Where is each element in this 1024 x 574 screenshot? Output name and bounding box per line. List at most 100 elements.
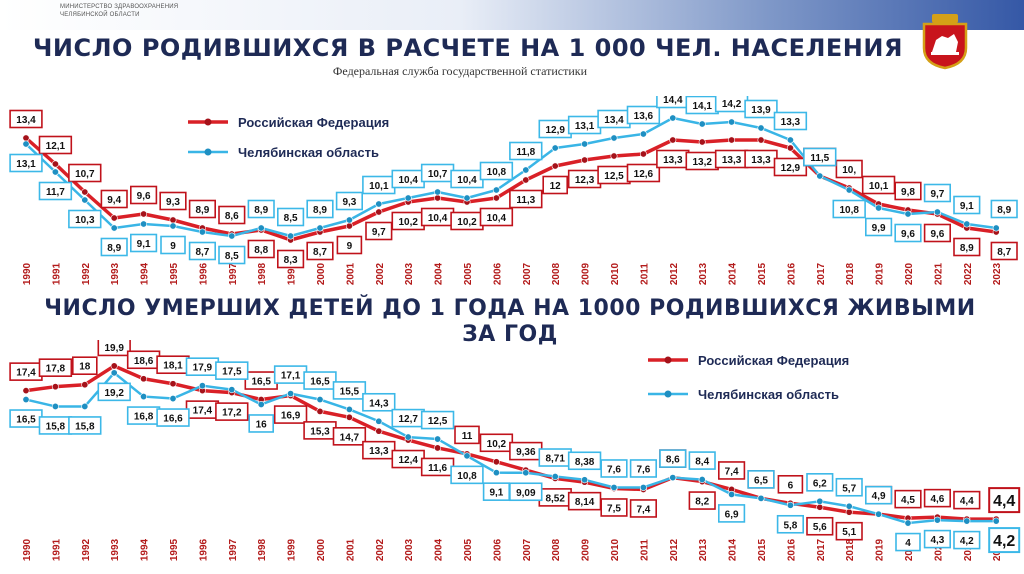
x-tick-label: 1990 xyxy=(22,262,33,285)
data-point-region xyxy=(22,140,30,148)
data-label-region: 9,3 xyxy=(342,197,356,208)
data-point-region xyxy=(198,382,206,390)
data-point-rf xyxy=(845,508,853,516)
data-label-region: 13,9 xyxy=(751,105,771,116)
data-label-region: 16,5 xyxy=(310,377,330,388)
data-label-region: 12,5 xyxy=(428,416,448,427)
data-label-region: 4,2 xyxy=(993,533,1015,550)
data-label-rf: 8,7 xyxy=(997,247,1011,258)
data-point-region xyxy=(169,222,177,230)
data-label-region: 10,8 xyxy=(487,167,507,178)
legend-marker-rf xyxy=(664,356,672,364)
data-label-region: 8,5 xyxy=(225,251,239,262)
data-label-region-box xyxy=(953,195,981,215)
data-label-rf: 11 xyxy=(462,431,473,442)
data-point-region xyxy=(992,224,1000,232)
data-label-region-box xyxy=(218,245,246,265)
data-label-rf: 7,4 xyxy=(636,504,650,515)
data-point-region xyxy=(522,166,530,174)
data-label-region-box xyxy=(864,217,893,237)
data-point-region xyxy=(140,393,148,401)
data-label-rf: 9 xyxy=(347,241,353,252)
x-tick-label: 1996 xyxy=(198,262,209,285)
data-point-rf xyxy=(140,375,148,383)
data-label-rf: 13,3 xyxy=(722,155,742,166)
x-tick-label: 1993 xyxy=(110,262,121,285)
data-label-region-box xyxy=(306,199,334,219)
data-label-rf-box xyxy=(68,163,102,183)
data-point-rf xyxy=(169,216,177,224)
x-tick-label: 2002 xyxy=(375,262,386,285)
data-label-region-box xyxy=(990,199,1018,219)
x-tick-label: 2010 xyxy=(610,262,621,285)
data-point-region xyxy=(287,390,295,398)
data-label-region: 8,4 xyxy=(695,457,709,468)
data-label-rf: 12,6 xyxy=(634,169,654,180)
data-label-region: 9,9 xyxy=(872,223,886,234)
data-label-rf: 13,3 xyxy=(369,446,389,457)
data-label-region-box xyxy=(303,371,337,390)
legend-label-region: Челябинская область xyxy=(698,387,839,402)
data-label-rf: 12 xyxy=(550,181,562,192)
data-label-rf: 17,8 xyxy=(46,364,66,375)
data-label-rf: 9,6 xyxy=(137,191,151,202)
x-tick-label: 2022 xyxy=(963,262,974,285)
x-tick-label: 1992 xyxy=(81,538,92,561)
data-label-rf-box xyxy=(276,249,305,269)
data-label-rf-box xyxy=(97,340,131,357)
data-point-region xyxy=(22,396,30,404)
data-point-region xyxy=(698,476,706,484)
data-label-region-box xyxy=(688,451,716,470)
data-label-region: 15,5 xyxy=(340,386,360,397)
x-tick-label: 2014 xyxy=(728,538,739,561)
data-point-rf xyxy=(169,380,177,388)
data-point-rf xyxy=(492,458,500,466)
data-point-region xyxy=(434,435,442,443)
data-label-region-box xyxy=(509,141,543,161)
data-label-region-box xyxy=(156,408,190,427)
data-label-rf: 8,3 xyxy=(284,255,298,266)
data-point-rf xyxy=(22,134,30,142)
x-tick-label: 2022 xyxy=(963,538,974,561)
x-tick-label: 2021 xyxy=(933,538,944,561)
x-tick-label: 2002 xyxy=(375,538,386,561)
data-point-region xyxy=(345,216,353,224)
data-label-rf-box xyxy=(629,499,657,518)
x-tick-label: 2017 xyxy=(816,538,827,561)
data-label-region: 6,9 xyxy=(725,509,739,520)
data-label-region-box xyxy=(923,183,951,203)
x-tick-label: 1990 xyxy=(22,538,33,561)
data-label-region: 8,9 xyxy=(254,205,268,216)
data-label-rf-box xyxy=(923,223,951,243)
x-tick-label: 2018 xyxy=(845,262,856,285)
data-label-region-box xyxy=(335,191,364,211)
data-label-rf-box xyxy=(835,159,863,179)
data-label-region: 8,9 xyxy=(107,243,121,254)
x-tick-label: 1998 xyxy=(257,538,268,561)
data-label-rf: 18 xyxy=(79,362,91,373)
data-point-region xyxy=(198,228,206,236)
data-label-region: 11,5 xyxy=(810,153,829,164)
data-label-region: 16,8 xyxy=(134,412,154,423)
legend-marker-rf xyxy=(204,118,212,126)
data-label-rf-box xyxy=(72,356,98,376)
chart2-title: ЧИСЛО УМЕРШИХ ДЕТЕЙ ДО 1 ГОДА НА 1000 РО… xyxy=(44,296,976,347)
data-label-rf-box xyxy=(542,175,569,195)
x-tick-label: 1995 xyxy=(169,538,180,561)
data-label-region-box xyxy=(68,416,102,435)
data-label-rf-box xyxy=(215,402,249,421)
data-label-region: 11,8 xyxy=(516,147,535,158)
data-label-rf-box xyxy=(835,521,863,541)
ministry-caption: МИНИСТЕРСТВО ЗДРАВООХРАНЕНИЯ ЧЕЛЯБИНСКОЙ… xyxy=(60,3,260,19)
x-tick-label: 2007 xyxy=(522,538,533,561)
data-label-rf: 10,7 xyxy=(75,169,95,180)
data-point-region xyxy=(140,220,148,228)
data-point-region xyxy=(698,120,706,128)
data-label-region-box xyxy=(988,527,1021,554)
data-label-region: 4 xyxy=(905,538,911,549)
data-label-region: 12,7 xyxy=(398,414,418,425)
data-label-rf: 16,9 xyxy=(281,411,301,422)
ministry-line-1: МИНИСТЕРСТВО ЗДРАВООХРАНЕНИЯ xyxy=(60,4,179,10)
x-tick-label: 2001 xyxy=(345,538,356,561)
data-point-region xyxy=(728,490,736,498)
